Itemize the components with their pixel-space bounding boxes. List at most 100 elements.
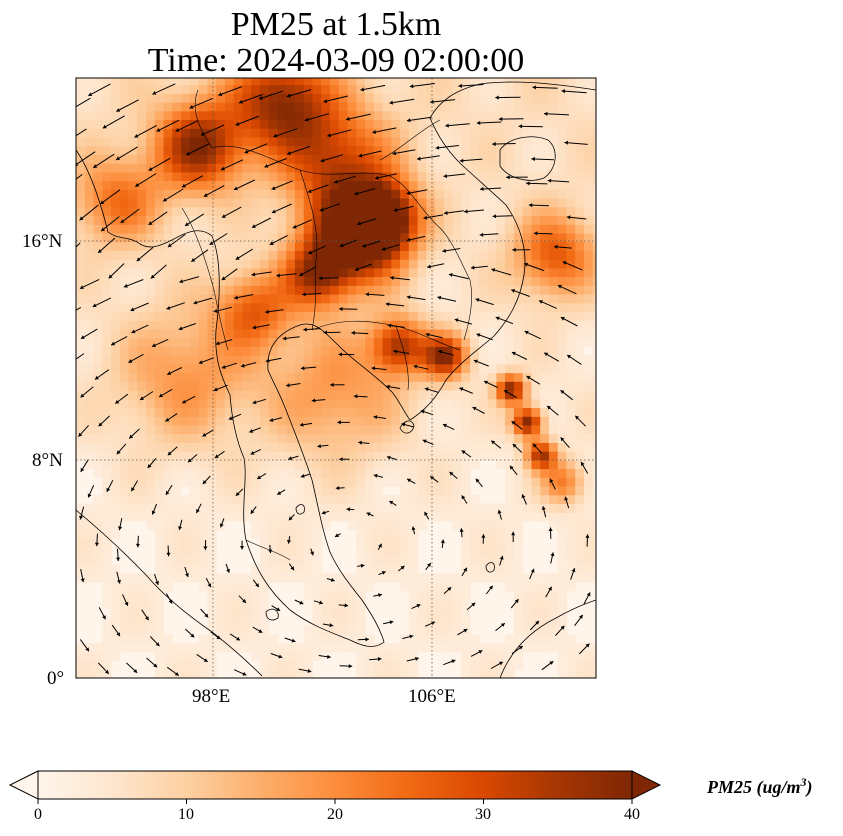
wind-arrow-shaft	[491, 268, 512, 276]
pm25-cell	[128, 259, 138, 269]
pm25-cell	[505, 215, 515, 225]
pm25-cell	[137, 250, 147, 260]
pm25-cell	[531, 451, 541, 461]
pm25-cell	[356, 346, 366, 356]
pm25-cell	[365, 93, 375, 103]
pm25-cell	[365, 573, 375, 583]
pm25-cell	[426, 302, 436, 312]
pm25-cell	[268, 494, 279, 504]
pm25-cell	[268, 78, 279, 86]
pm25-cell	[172, 215, 182, 225]
pm25-cell	[224, 468, 235, 478]
pm25-cell	[417, 189, 427, 199]
pm25-cell	[146, 189, 156, 199]
pm25-cell	[286, 163, 296, 173]
pm25-cell	[461, 363, 471, 374]
pm25-cell	[566, 180, 576, 190]
pm25-cell	[382, 643, 392, 653]
pm25-cell	[540, 276, 550, 286]
pm25-cell	[286, 154, 296, 164]
pm25-cell	[566, 547, 576, 557]
pm25-cell	[443, 250, 454, 260]
wind-arrow-head	[511, 351, 516, 356]
pm25-cell	[268, 503, 279, 513]
wind-arrow-head	[235, 122, 240, 126]
pm25-cell	[251, 346, 261, 356]
pm25-cell	[356, 93, 366, 103]
pm25-cell	[172, 372, 182, 382]
pm25-cell	[487, 276, 497, 286]
pm25-cell	[303, 442, 314, 452]
pm25-cell	[128, 451, 138, 461]
pm25-cell	[146, 224, 156, 234]
pm25-cell	[408, 459, 419, 470]
pm25-cell	[321, 154, 331, 164]
pm25-cell	[365, 232, 375, 243]
wind-arrow-head	[203, 658, 208, 662]
pm25-cell	[216, 328, 226, 339]
pm25-cell	[207, 84, 217, 94]
pm25-cell	[286, 372, 296, 382]
pm25-cell	[408, 241, 419, 251]
pm25-cell	[233, 346, 243, 356]
pm25-cell	[154, 241, 165, 251]
pm25-cell	[93, 503, 103, 513]
wind-arrow-shaft	[136, 246, 154, 262]
pm25-cell	[207, 582, 217, 592]
pm25-cell	[181, 468, 191, 478]
wind-arrow-head	[339, 306, 343, 311]
pm25-cell	[224, 590, 235, 600]
pm25-cell	[119, 232, 130, 243]
pm25-cell	[575, 320, 585, 330]
pm25-cell	[461, 416, 471, 426]
pm25-cell	[365, 520, 375, 531]
pm25-cell	[268, 529, 279, 539]
pm25-cell	[286, 206, 296, 216]
pm25-cell	[128, 232, 138, 243]
pm25-cell	[207, 154, 217, 164]
pm25-cell	[286, 520, 296, 531]
pm25-cell	[566, 171, 576, 182]
pm25-cell	[522, 355, 533, 365]
pm25-cell	[487, 451, 497, 461]
pm25-cell	[259, 503, 270, 513]
pm25-cell	[391, 171, 401, 182]
wind-arrow-head	[319, 207, 324, 212]
pm25-cell	[198, 294, 208, 304]
pm25-cell	[268, 398, 279, 408]
pm25-cell	[181, 198, 191, 208]
pm25-cell	[408, 119, 419, 129]
pm25-cell	[84, 355, 95, 365]
pm25-cell	[84, 503, 95, 513]
pm25-cell	[242, 250, 252, 260]
pm25-cell	[84, 180, 95, 190]
pm25-cell	[382, 547, 392, 557]
pm25-cell	[84, 128, 95, 138]
pm25-cell	[417, 337, 427, 347]
pm25-cell	[111, 154, 121, 164]
pm25-cell	[181, 337, 191, 347]
pm25-cell	[505, 643, 515, 653]
wind-arrow-head	[560, 317, 565, 321]
pm25-cell	[531, 311, 541, 321]
pm25-cell	[111, 320, 121, 330]
pm25-cell	[548, 102, 559, 112]
pm25-cell	[513, 110, 524, 120]
pm25-cell	[233, 180, 243, 190]
pm25-cell	[198, 468, 208, 478]
pm25-cell	[417, 250, 427, 260]
pm25-cell	[189, 198, 200, 208]
wind-arrow-head	[365, 292, 369, 297]
pm25-cell	[382, 433, 392, 443]
pm25-cell	[426, 180, 436, 190]
pm25-cell	[557, 573, 568, 583]
pm25-cell	[575, 215, 585, 225]
pm25-cell	[417, 232, 427, 243]
pm25-cell	[259, 119, 270, 129]
pm25-cell	[268, 267, 279, 278]
pm25-cell	[233, 486, 243, 496]
pm25-cell	[408, 198, 419, 208]
pm25-cell	[137, 294, 147, 304]
pm25-cell	[312, 451, 322, 461]
pm25-cell	[76, 416, 86, 426]
